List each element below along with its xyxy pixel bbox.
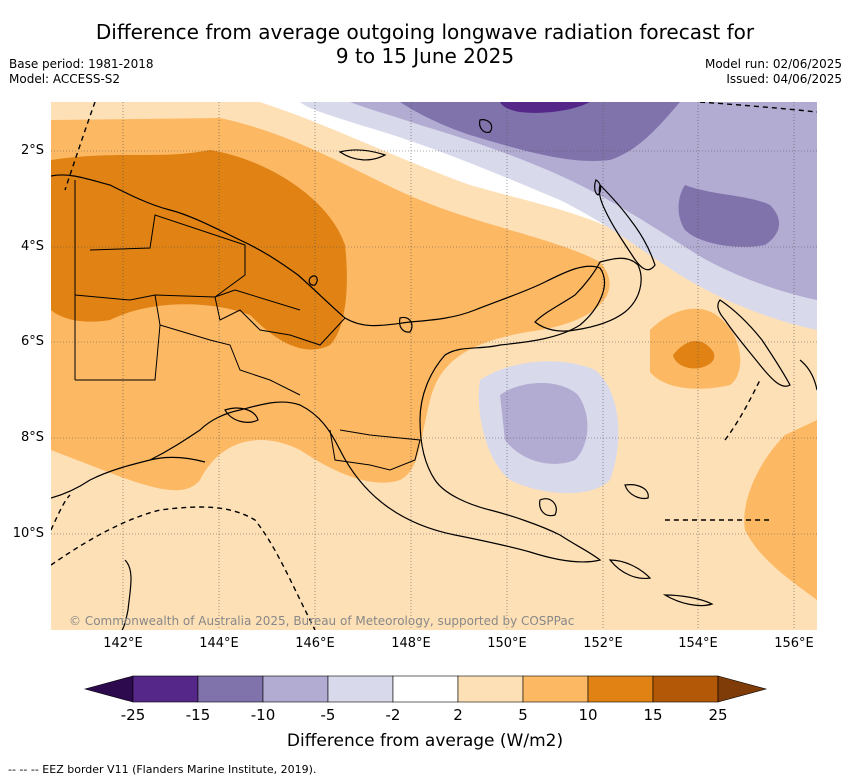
lon-label-152e: 152°E: [583, 636, 623, 651]
eez-borders: [51, 102, 817, 630]
colorbar-extend-low: [83, 675, 134, 703]
colorbar-tick: 5: [518, 706, 528, 724]
meta-left: Base period: 1981-2018 Model: ACCESS-S2: [9, 57, 154, 87]
colorbar-bin-4: [327, 675, 394, 703]
contour-minus25-minus15: [500, 102, 590, 113]
colorbar-tick: -5: [320, 706, 336, 724]
lon-label-154e: 154°E: [678, 636, 718, 651]
colorbar-tick: 15: [643, 706, 663, 724]
colorbar: [83, 675, 768, 703]
eez-footnote: -- -- -- EEZ border V11 (Flanders Marine…: [8, 763, 317, 776]
contour-minus10-minus5: [350, 102, 817, 300]
colorbar-title: Difference from average (W/m2): [286, 731, 564, 751]
lon-label-142e: 142°E: [103, 636, 143, 651]
contour-5-10: [135, 396, 280, 434]
colorbar-bin-2: [197, 675, 264, 703]
model-run: Model run: 02/06/2025: [704, 57, 842, 71]
gridlines: [51, 102, 817, 630]
colorbar-bin-3: [262, 675, 329, 703]
lat-label-4s: 4°S: [20, 239, 44, 254]
lon-label-150e: 150°E: [487, 636, 527, 651]
chart-title: Difference from average outgoing longwav…: [0, 20, 850, 68]
province-borders: [74, 180, 421, 471]
colorbar-tick: 25: [708, 706, 728, 724]
coastlines: [51, 119, 817, 630]
lat-label-8s: 8°S: [20, 430, 44, 445]
contour-minus10-minus5: [500, 382, 588, 464]
lat-label-10s: 10°S: [12, 526, 44, 541]
colorbar-bin-9: [652, 675, 719, 703]
lon-label-146e: 146°E: [295, 636, 335, 651]
colorbar-bin-7: [522, 675, 589, 703]
lon-label-144e: 144°E: [199, 636, 239, 651]
meta-right: Model run: 02/06/2025 Issued: 04/06/2025: [705, 57, 842, 87]
contour-10-15: [673, 340, 715, 369]
colorbar-bin-1: [132, 675, 199, 703]
colorbar-tick: -2: [385, 706, 401, 724]
title-line-2: 9 to 15 June 2025: [335, 44, 515, 68]
colorbar-tick: -25: [120, 706, 146, 724]
lon-label-156e: 156°E: [774, 636, 814, 651]
colorbar-bin-5: [392, 675, 459, 703]
colorbar-bin-8: [587, 675, 654, 703]
colorbar-tick: 10: [578, 706, 598, 724]
model-name: Model: ACCESS-S2: [9, 72, 121, 86]
colorbar-tick: 2: [453, 706, 463, 724]
colorbar-bin-6: [457, 675, 524, 703]
issued-date: Issued: 04/06/2025: [726, 72, 842, 86]
contour-minus15-minus10: [400, 102, 680, 161]
copyright-notice: © Commonwealth of Australia 2025, Bureau…: [69, 614, 575, 628]
colorbar-tick: -10: [250, 706, 276, 724]
lon-label-148e: 148°E: [391, 636, 431, 651]
title-line-1: Difference from average outgoing longwav…: [95, 20, 755, 44]
contour-minus15-minus10: [678, 185, 780, 247]
colorbar-tick: -15: [185, 706, 211, 724]
lat-label-2s: 2°S: [20, 143, 44, 158]
lat-label-6s: 6°S: [20, 334, 44, 349]
base-period: Base period: 1981-2018: [9, 57, 154, 71]
contour-5-10: [744, 420, 817, 600]
colorbar-extend-high: [717, 675, 768, 703]
